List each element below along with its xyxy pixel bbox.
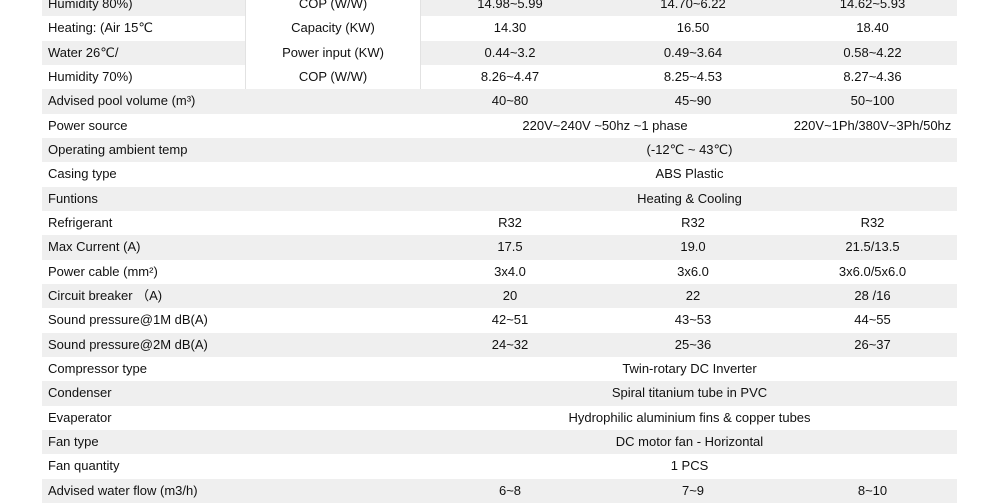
spec-value-model-3: 8.27~4.36 — [843, 68, 902, 84]
spec-value-model-2: 25~36 — [674, 336, 712, 352]
spec-label: Max Current (A) — [48, 239, 141, 255]
spec-row: Sound pressure@1M dB(A) 42~51 43~53 44~55 — [42, 308, 957, 332]
spec-label: Heating: (Air 15℃ — [48, 20, 153, 36]
spec-value-models-1-2: 220V~240V ~50hz ~1 phase — [522, 117, 688, 133]
spec-value-all: Spiral titanium tube in PVC — [611, 385, 768, 401]
spec-value-model-1: 20 — [502, 287, 518, 303]
spec-value-model-1: 3x4.0 — [494, 263, 526, 279]
spec-value-model-1: 17.5 — [497, 239, 523, 255]
spec-value-model-3: 220V~1Ph/380V~3Ph/50hz — [793, 117, 952, 133]
spec-value-model-2: 22 — [685, 287, 701, 303]
spec-value-all: Hydrophilic aluminium fins & copper tube… — [568, 409, 811, 425]
spec-value-model-1: 40~80 — [491, 93, 529, 109]
spec-value-model-3: 3x6.0/5x6.0 — [838, 263, 907, 279]
spec-row: Compressor type Twin-rotary DC Inverter — [42, 357, 957, 381]
spec-value-model-3: 14.62~5.93 — [839, 0, 906, 11]
spec-row: Advised water flow (m3/h) 6~8 7~9 8~10 — [42, 478, 957, 503]
spec-value-model-3: 21.5/13.5 — [845, 239, 900, 255]
spec-label: Fan type — [48, 433, 99, 449]
spec-value-model-1: 8.26~4.47 — [480, 68, 540, 84]
spec-row: Refrigerant R32 R32 R32 — [42, 211, 957, 235]
spec-row: Condenser Spiral titanium tube in PVC — [42, 381, 957, 406]
spec-value-model-3: R32 — [860, 214, 885, 230]
spec-value-model-2: 3x6.0 — [677, 263, 709, 279]
spec-label: Operating ambient temp — [48, 141, 188, 157]
spec-value-model-3: 50~100 — [850, 93, 895, 109]
spec-label: Circuit breaker （A) — [48, 287, 163, 303]
spec-row: Casing type ABS Plastic — [42, 162, 957, 186]
spec-value-model-1: 14.30 — [493, 20, 527, 36]
spec-value-model-1: 42~51 — [491, 312, 529, 328]
spec-sub-label: Power input (KW) — [245, 40, 421, 65]
spec-value-model-2: 0.49~3.64 — [663, 44, 723, 60]
spec-value-model-1: R32 — [498, 214, 522, 230]
spec-value-model-2: R32 — [681, 214, 705, 230]
spec-row: Evaperator Hydrophilic aluminium fins & c… — [42, 406, 957, 430]
spec-sub-label: Capacity (KW) — [245, 16, 421, 41]
spec-row: Power cable (mm²) 3x4.0 3x6.0 3x6.0/5x6.0 — [42, 260, 957, 284]
spec-value-model-3: 44~55 — [854, 312, 891, 328]
spec-value-all: DC motor fan - Horizontal — [615, 433, 764, 449]
spec-table: Humidity 80%) COP (W/W) 14.98~5.99 14.70~6.… — [42, 0, 957, 503]
spec-value-model-3: 28 /16 — [854, 287, 891, 303]
spec-sub-label: COP (W/W) — [245, 64, 421, 90]
spec-value-model-3: 18.40 — [856, 20, 889, 36]
spec-label: Advised water flow (m3/h) — [48, 482, 198, 498]
spec-label: Sound pressure@2M dB(A) — [48, 336, 208, 352]
spec-label: Evaperator — [48, 409, 112, 425]
spec-row: Power source 220V~240V ~50hz ~1 phase 220V… — [42, 114, 957, 138]
spec-value-model-2: 16.50 — [676, 20, 710, 36]
spec-row: Operating ambient temp (-12℃ ~ 43℃) — [42, 137, 957, 163]
spec-label: Funtions — [48, 190, 98, 206]
spec-label: Casing type — [48, 166, 117, 182]
spec-value-model-1: 6~8 — [498, 482, 522, 498]
spec-label: Refrigerant — [48, 214, 113, 230]
spec-row: Humidity 70%) COP (W/W) 8.26~4.47 8.25~4.53… — [42, 64, 957, 90]
spec-value-model-2: 19.0 — [680, 239, 706, 255]
spec-row: Heating: (Air 15℃ Capacity (KW) 14.30 16.50… — [42, 16, 957, 41]
spec-row: Funtions Heating & Cooling — [42, 186, 957, 211]
spec-value-model-2: 7~9 — [681, 482, 705, 498]
spec-row: Fan quantity 1 PCS — [42, 454, 957, 478]
spec-value-model-3: 26~37 — [854, 336, 891, 352]
spec-value-model-1: 14.98~5.99 — [477, 0, 543, 11]
spec-label: Water 26℃/ — [48, 44, 119, 60]
spec-label: Advised pool volume (m³) — [48, 93, 196, 109]
spec-label: Sound pressure@1M dB(A) — [48, 312, 208, 328]
spec-label: Fan quantity — [48, 458, 120, 474]
spec-label: Power cable (mm²) — [48, 263, 158, 279]
spec-value-model-1: 0.44~3.2 — [484, 44, 536, 60]
spec-label: Condenser — [48, 385, 112, 401]
spec-row: Advised pool volume (m³) 40~80 45~90 50~100 — [42, 89, 957, 114]
spec-value-all: (-12℃ ~ 43℃) — [646, 141, 733, 157]
spec-label: Humidity 80%) — [48, 0, 133, 11]
spec-row: Water 26℃/ Power input (KW) 0.44~3.2 0.49~3… — [42, 40, 957, 65]
spec-label: Power source — [48, 117, 128, 133]
spec-value-model-2: 45~90 — [674, 93, 712, 109]
spec-value-model-2: 8.25~4.53 — [663, 68, 723, 84]
spec-value-model-2: 14.70~6.22 — [660, 0, 726, 11]
spec-label: Humidity 70%) — [48, 68, 133, 84]
spec-sub-label: COP (W/W) — [245, 0, 421, 17]
spec-value-model-2: 43~53 — [674, 312, 712, 328]
spec-row: Humidity 80%) COP (W/W) 14.98~5.99 14.70~6.… — [42, 0, 957, 17]
spec-row: Sound pressure@2M dB(A) 24~32 25~36 26~37 — [42, 332, 957, 357]
spec-row: Circuit breaker （A) 20 22 28 /16 — [42, 283, 957, 309]
spec-value-model-3: 0.58~4.22 — [843, 44, 902, 60]
spec-value-all: Heating & Cooling — [637, 190, 742, 206]
spec-value-all: Twin-rotary DC Inverter — [622, 360, 757, 376]
spec-value-all: 1 PCS — [670, 458, 709, 474]
spec-value-model-1: 24~32 — [491, 336, 529, 352]
spec-row: Max Current (A) 17.5 19.0 21.5/13.5 — [42, 235, 957, 260]
spec-label: Compressor type — [48, 360, 147, 376]
spec-row: Fan type DC motor fan - Horizontal — [42, 429, 957, 455]
spec-value-model-3: 8~10 — [857, 482, 888, 498]
spec-value-all: ABS Plastic — [655, 166, 724, 182]
